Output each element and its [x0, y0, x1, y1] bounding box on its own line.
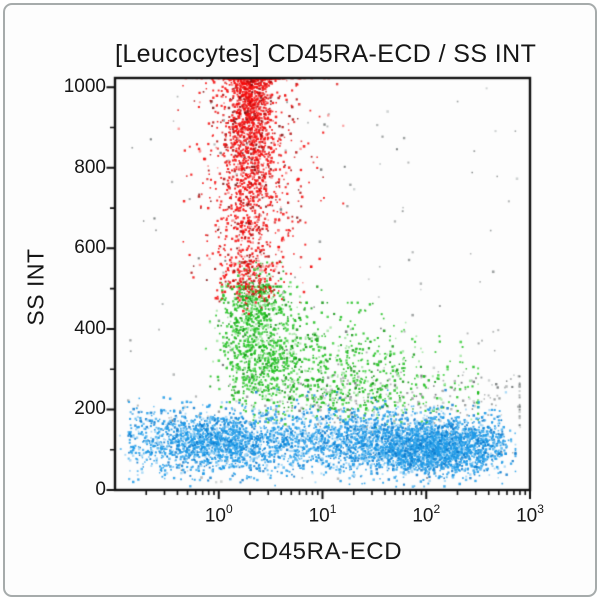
- y-axis-title: SS INT: [22, 248, 49, 326]
- x-tick-label: 102: [412, 502, 441, 527]
- x-axis-title: CD45RA-ECD: [242, 538, 403, 565]
- plot-title: [Leucocytes] CD45RA-ECD / SS INT: [115, 40, 537, 68]
- y-tick-label: 200: [74, 398, 106, 420]
- y-tick-label: 600: [74, 237, 106, 259]
- y-tick-label: 0: [95, 479, 106, 500]
- x-tick-label: 100: [204, 502, 233, 527]
- x-tick-label: 101: [308, 502, 337, 527]
- y-tick-label: 400: [74, 317, 106, 339]
- x-tick-label: 103: [516, 502, 544, 527]
- y-tick-label: 1000: [63, 76, 106, 98]
- y-tick-label: 800: [74, 156, 106, 178]
